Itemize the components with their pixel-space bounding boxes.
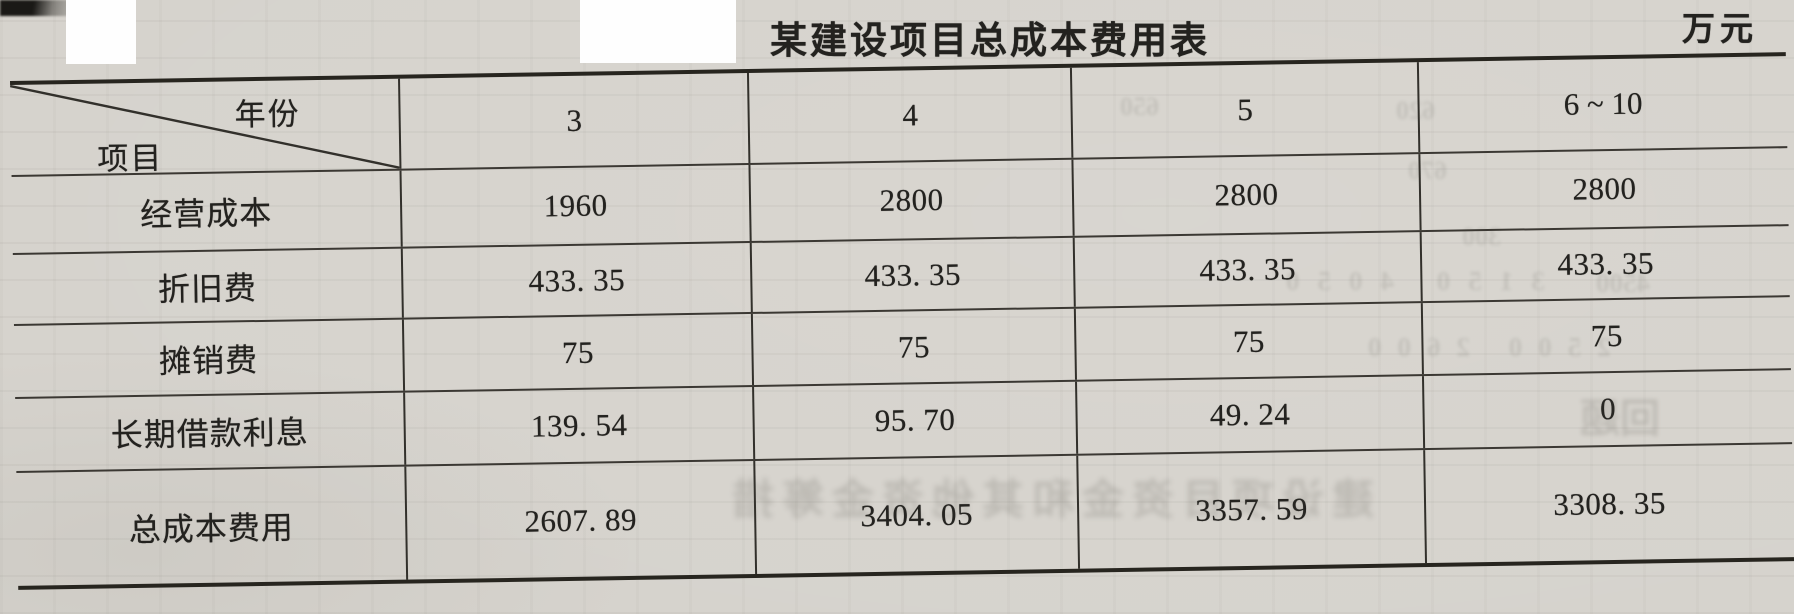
year-column-header: 3 — [400, 73, 751, 169]
row-label: 总成本费用 — [16, 466, 409, 586]
row-label: 经营成本 — [11, 170, 403, 253]
bleedthrough-ghost: 2500 2600 — [1352, 332, 1611, 362]
year-column-header: 4 — [748, 67, 1074, 163]
bleedthrough-ghost: 3150 4050 — [1268, 266, 1545, 296]
cell-value: 433. 35 — [751, 237, 1076, 312]
bleedthrough-ghost: 670 — [1408, 156, 1447, 185]
redaction-block — [580, 0, 736, 63]
year-column-header: 6 ~ 10 — [1563, 85, 1643, 122]
diagonal-header-cell: 年份 项目 — [10, 78, 402, 177]
cell-value: 2800 — [1572, 170, 1637, 207]
row-label: 长期借款利息 — [15, 392, 407, 471]
cell-value: 75 — [752, 308, 1077, 385]
cost-table: 年份 项目 3 4 5 6 ~ 10 经营成本 1960 2800 2800 2… — [10, 52, 1794, 590]
page-title: 某建设项目总成本费用表 — [770, 21, 1210, 62]
corner-item-label: 项目 — [96, 140, 164, 177]
cell-value: 2607. 89 — [406, 460, 758, 580]
bleedthrough-ghost: 620 — [1396, 96, 1435, 125]
bleedthrough-ghost: 4500 — [1596, 268, 1650, 298]
cell-value: 2800 — [1073, 154, 1422, 236]
row-label: 摊销费 — [13, 319, 406, 397]
bleedthrough-ghost: 回题 — [1580, 396, 1660, 441]
cell-value: 3308. 35 — [1553, 484, 1667, 522]
redaction-block — [66, 0, 136, 64]
cell-value: 139. 54 — [405, 386, 756, 465]
bleedthrough-ghost: 650 — [1120, 92, 1159, 121]
bleedthrough-ghost: 300 — [1462, 222, 1501, 251]
table-header-row: 年份 项目 3 4 5 6 ~ 10 — [10, 56, 1788, 177]
cell-value: 49. 24 — [1077, 376, 1426, 454]
unit-label: 万元 — [1682, 12, 1758, 48]
cell-value: 433. 35 — [402, 242, 753, 318]
cell-value: 2800 — [750, 159, 1075, 241]
cell-value: 95. 70 — [754, 381, 1079, 459]
diagonal-divider-line — [10, 84, 400, 169]
cell-value: 75 — [403, 313, 755, 391]
row-label: 折旧费 — [12, 248, 404, 324]
corner-year-label: 年份 — [234, 96, 301, 133]
bleedthrough-ghost-headline: 建设项目资金和其他资金筹措 — [724, 478, 1375, 524]
cell-value: 1960 — [401, 164, 752, 247]
